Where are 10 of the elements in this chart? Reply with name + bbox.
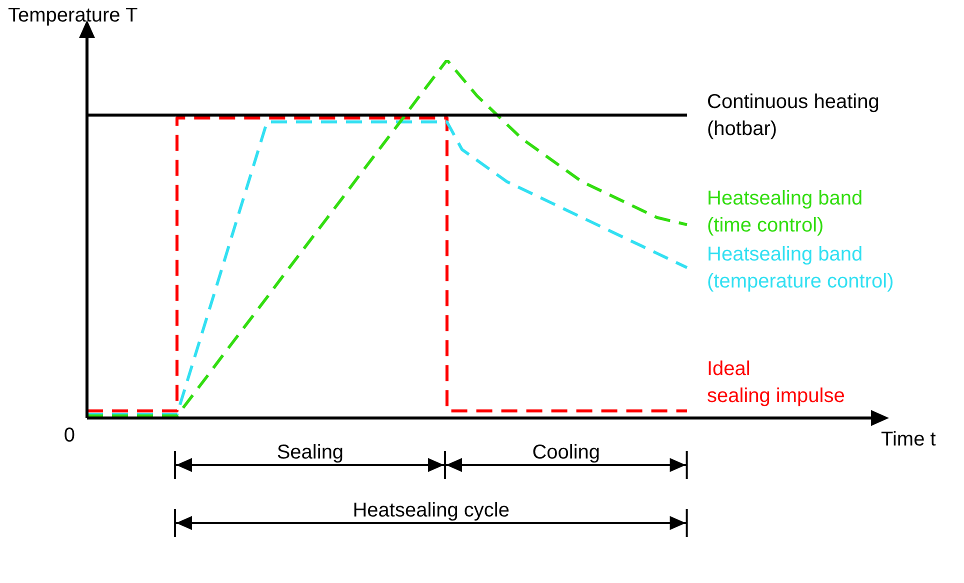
text: Time t <box>881 428 936 451</box>
series-label: Heatsealing band (temperature control) <box>707 244 894 293</box>
series-label: Heatsealing band (time control) <box>707 188 863 237</box>
y-axis-title: Temperature T <box>8 4 138 27</box>
series-label: Continuous heating (hotbar) <box>707 91 880 140</box>
series-label: Ideal sealing impulse <box>707 358 845 408</box>
text: Heatsealing cycle <box>352 500 510 522</box>
text: 0 <box>64 424 75 447</box>
text: Sealing <box>276 442 344 464</box>
text: Cooling <box>532 442 600 464</box>
